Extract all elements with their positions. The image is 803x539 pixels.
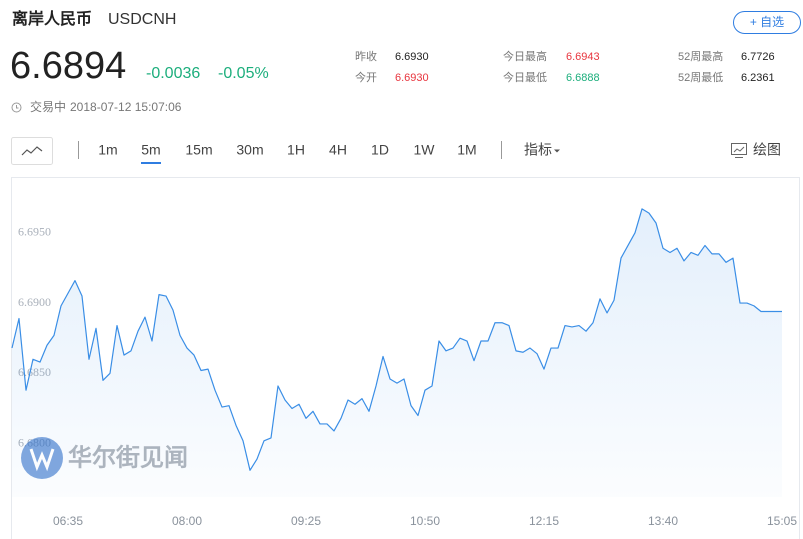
price-change: -0.0036	[146, 65, 200, 82]
x-tick-label: 06:35	[53, 514, 83, 528]
interval-tab[interactable]: 1M	[457, 142, 476, 158]
interval-tab[interactable]: 1m	[98, 142, 117, 158]
stat-value: 6.6943	[566, 51, 600, 63]
stat-label: 今日最高	[503, 49, 547, 63]
stat-value: 6.7726	[741, 51, 775, 63]
last-price: 6.6894	[10, 45, 126, 87]
chart-type-button[interactable]	[11, 137, 53, 165]
stat-label: 今开	[355, 70, 377, 84]
active-tab-underline	[141, 162, 161, 164]
indicators-menu[interactable]: 指标	[524, 142, 552, 158]
price-change-percent: -0.05%	[218, 65, 269, 82]
interval-tab[interactable]: 4H	[329, 142, 347, 158]
price-line	[11, 208, 782, 471]
stat-label: 52周最低	[678, 71, 723, 84]
interval-tabs: 1m 5m 15m 30m 1H 4H 1D 1W 1M	[98, 142, 477, 164]
y-tick-label: 6.6950	[18, 225, 51, 239]
stat-label: 昨收	[355, 49, 377, 63]
stat-label: 52周最高	[678, 49, 723, 63]
stat-value: 6.6888	[566, 72, 600, 84]
x-tick-label: 13:40	[648, 514, 678, 528]
clock-icon	[11, 102, 22, 113]
stat-label: 今日最低	[503, 70, 547, 84]
x-tick-label: 09:25	[291, 514, 321, 528]
draw-icon	[731, 143, 747, 158]
interval-tab[interactable]: 5m	[141, 142, 160, 158]
x-tick-label: 15:05	[767, 514, 797, 528]
stat-value: 6.2361	[741, 72, 775, 84]
add-watchlist-label[interactable]: + 自选	[750, 15, 784, 29]
stats: 昨收 6.6930 今开 6.6930 今日最高 6.6943 今日最低 6.6888 52周最…	[355, 49, 775, 84]
interval-tab[interactable]: 30m	[236, 142, 263, 158]
instrument-name: 离岸人民币	[12, 9, 92, 28]
x-tick-label: 08:00	[172, 514, 202, 528]
dropdown-caret	[554, 149, 560, 153]
timestamp: 2018-07-12 15:07:06	[70, 100, 182, 114]
interval-tab[interactable]: 1D	[371, 142, 389, 158]
x-tick-label: 12:15	[529, 514, 559, 528]
watermark-text: 华尔街见闻	[68, 443, 188, 472]
instrument-symbol: USDCNH	[108, 11, 176, 28]
area	[12, 208, 782, 498]
add-watchlist-button[interactable]	[733, 11, 801, 34]
interval-tab[interactable]: 1H	[287, 142, 305, 158]
market-status: 交易中	[30, 99, 66, 114]
interval-tab[interactable]: 15m	[185, 142, 212, 158]
watermark: 华尔街见闻	[21, 437, 188, 479]
stat-value: 6.6930	[395, 72, 429, 84]
y-tick-label: 6.6900	[18, 295, 51, 309]
stat-value: 6.6930	[395, 51, 429, 63]
interval-tab[interactable]: 1W	[414, 142, 436, 158]
x-tick-label: 10:50	[410, 514, 440, 528]
line-chart-icon	[21, 146, 43, 156]
draw-tool[interactable]: 绘图	[753, 142, 781, 158]
